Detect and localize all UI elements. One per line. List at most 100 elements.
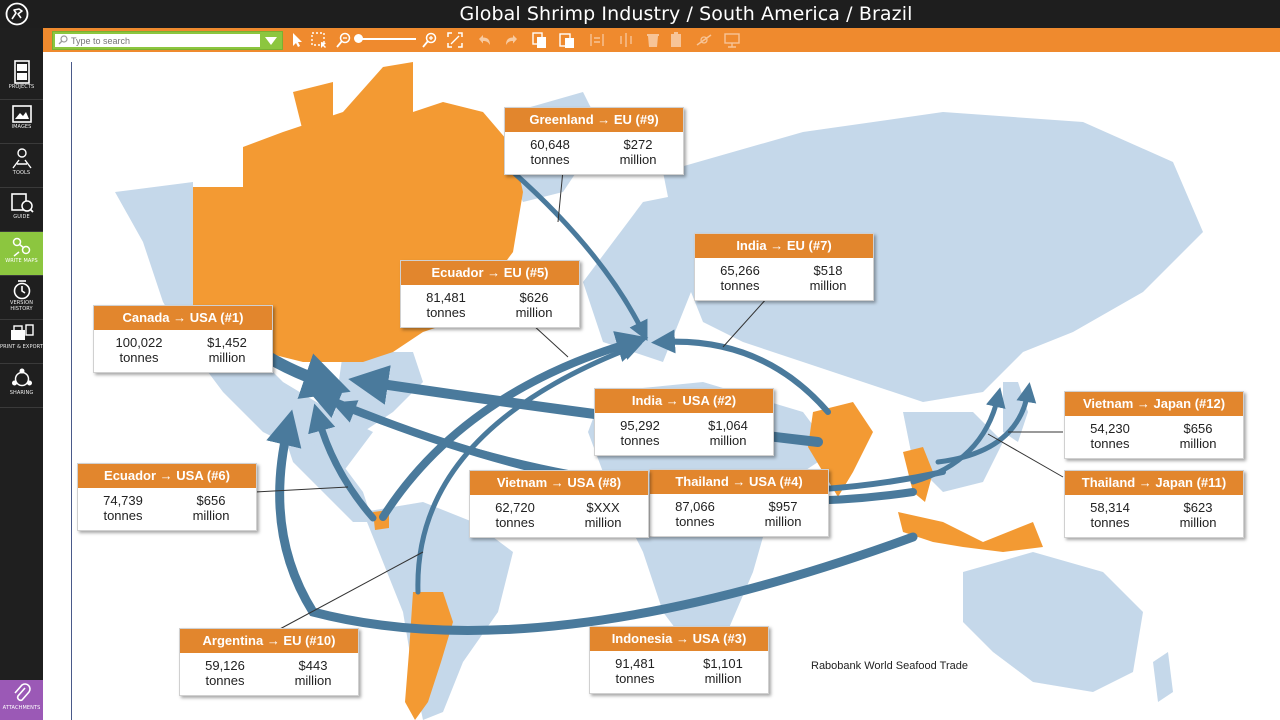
volume-value: 81,481	[426, 290, 466, 305]
callout-leader-lines	[254, 169, 1064, 631]
callout-title: Ecuador → USA (#6)	[78, 464, 256, 488]
paste-icon	[559, 33, 574, 48]
guide-icon	[10, 193, 34, 213]
connector-icon	[696, 34, 712, 46]
distribute-button[interactable]	[617, 31, 635, 49]
callout-vietnam-japan[interactable]: Vietnam → Japan (#12) 54,230 tonnes $656 m…	[1064, 391, 1244, 459]
undo-icon	[479, 35, 490, 45]
value-amount: $XXX	[586, 500, 620, 515]
clipboard-button[interactable]	[667, 31, 685, 49]
callout-indonesia-usa[interactable]: Indonesia → USA (#3) 91,481 tonnes $1,101…	[589, 626, 769, 694]
marquee-select-button[interactable]	[310, 31, 328, 49]
delete-button[interactable]	[644, 31, 662, 49]
callout-vietnam-usa[interactable]: Vietnam → USA (#8) 62,720 tonnes $XXX mill…	[469, 470, 649, 538]
callout-greenland-eu[interactable]: Greenland → EU (#9) 60,648 tonnes $272 mil…	[504, 107, 684, 175]
copy-icon	[532, 32, 546, 48]
volume-value: 95,292	[620, 418, 660, 433]
value-amount: $656	[196, 493, 226, 508]
sidebar-item-label: GUIDE	[13, 214, 30, 220]
volume-unit: tonnes	[675, 514, 715, 529]
redo-icon	[506, 35, 517, 45]
volume-unit: tonnes	[620, 433, 660, 448]
sidebar-item-version-history[interactable]: VERSION HISTORY	[0, 276, 43, 320]
page-title: Global Shrimp Industry / South America /…	[459, 3, 913, 25]
route-vietnam-japan	[935, 382, 1037, 465]
attachments-button[interactable]: ATTACHMENTS	[0, 680, 43, 720]
sidebar-item-label: VERSION HISTORY	[9, 300, 34, 312]
sidebar-item-tools[interactable]: TOOLS	[0, 144, 43, 188]
copy-button[interactable]	[531, 31, 549, 49]
version-history-icon	[13, 280, 30, 300]
map-canvas[interactable]: Canada → USA (#1) 100,022 tonnes $1,452 mi…	[43, 52, 1280, 720]
distribute-icon	[620, 33, 632, 47]
value-amount: $272	[623, 137, 653, 152]
callout-ecuador-usa[interactable]: Ecuador → USA (#6) 74,739 tonnes $656 mill…	[77, 463, 257, 531]
value-unit: million	[192, 508, 230, 523]
volume-unit: tonnes	[615, 671, 655, 686]
presentation-icon	[724, 33, 740, 48]
sidebar-item-print-export[interactable]: PRINT & EXPORT	[0, 320, 43, 364]
callout-thailand-usa[interactable]: Thailand → USA (#4) 87,066 tonnes $957 mil…	[649, 469, 829, 537]
chevron-down-icon[interactable]	[264, 36, 278, 46]
value-unit: million	[515, 305, 553, 320]
fit-to-screen-button[interactable]	[446, 31, 464, 49]
value-unit: million	[809, 278, 847, 293]
zoom-out-button[interactable]	[335, 31, 353, 49]
callout-title: Thailand → Japan (#11)	[1065, 471, 1243, 495]
sidebar-item-projects[interactable]: PROJECTS	[0, 56, 43, 100]
route-argentina-eu	[415, 341, 643, 595]
write-maps-icon	[12, 237, 30, 257]
callout-india-usa[interactable]: India → USA (#2) 95,292 tonnes $1,064 mill…	[594, 388, 774, 456]
volume-value: 91,481	[615, 656, 655, 671]
sidebar-item-label: SHARING	[9, 390, 34, 396]
attachments-label: ATTACHMENTS	[2, 705, 41, 711]
value-unit: million	[619, 152, 657, 167]
zoom-in-button[interactable]	[421, 31, 439, 49]
search-box	[52, 31, 283, 50]
value-amount: $1,064	[708, 418, 748, 433]
zoom-slider[interactable]	[356, 38, 416, 40]
callout-argentina-eu[interactable]: Argentina → EU (#10) 59,126 tonnes $443 mi…	[179, 628, 359, 696]
search-icon	[58, 35, 68, 45]
volume-unit: tonnes	[426, 305, 466, 320]
sidebar-item-label: IMAGES	[11, 124, 32, 130]
zoom-slider-handle[interactable]	[354, 34, 363, 43]
undo-button[interactable]	[475, 31, 493, 49]
print-export-icon	[10, 324, 34, 340]
value-unit: million	[1179, 436, 1217, 451]
callout-title: Vietnam → Japan (#12)	[1065, 392, 1243, 416]
connector-button[interactable]	[695, 31, 713, 49]
cursor-icon	[293, 33, 302, 47]
value-amount: $623	[1183, 500, 1213, 515]
callout-ecuador-eu[interactable]: Ecuador → EU (#5) 81,481 tonnes $626 milli…	[400, 260, 580, 328]
value-amount: $1,101	[703, 656, 743, 671]
title-bar: Global Shrimp Industry / South America /…	[0, 0, 1280, 28]
sidebar-item-images[interactable]: IMAGES	[0, 100, 43, 144]
callout-canada-usa[interactable]: Canada → USA (#1) 100,022 tonnes $1,452 mi…	[93, 305, 273, 373]
presentation-button[interactable]	[723, 31, 741, 49]
canvas-edge-line	[71, 62, 72, 720]
marquee-select-icon	[311, 32, 326, 48]
search-input[interactable]	[55, 34, 260, 47]
callout-thailand-japan[interactable]: Thailand → Japan (#11) 58,314 tonnes $623…	[1064, 470, 1244, 538]
app-logo-icon[interactable]	[5, 2, 29, 26]
volume-unit: tonnes	[495, 515, 535, 530]
volume-value: 65,266	[720, 263, 760, 278]
align-button[interactable]	[588, 31, 606, 49]
callout-india-eu[interactable]: India → EU (#7) 65,266 tonnes $518 million	[694, 233, 874, 301]
paste-button[interactable]	[558, 31, 576, 49]
sharing-icon	[11, 368, 32, 387]
select-tool-button[interactable]	[288, 31, 306, 49]
value-unit: million	[294, 673, 332, 688]
volume-value: 100,022	[115, 335, 163, 350]
sidebar-item-label: PROJECTS	[8, 84, 35, 90]
sidebar-item-write-maps[interactable]: WRITE MAPS	[0, 232, 43, 276]
route-thailand-japan	[910, 387, 1006, 485]
redo-button[interactable]	[503, 31, 521, 49]
volume-unit: tonnes	[119, 350, 159, 365]
sidebar-item-sharing[interactable]: SHARING	[0, 364, 43, 408]
volume-unit: tonnes	[720, 278, 760, 293]
sidebar-item-guide[interactable]: GUIDE	[0, 188, 43, 232]
fit-screen-icon	[447, 32, 463, 48]
callout-title: Thailand → USA (#4)	[650, 470, 828, 494]
